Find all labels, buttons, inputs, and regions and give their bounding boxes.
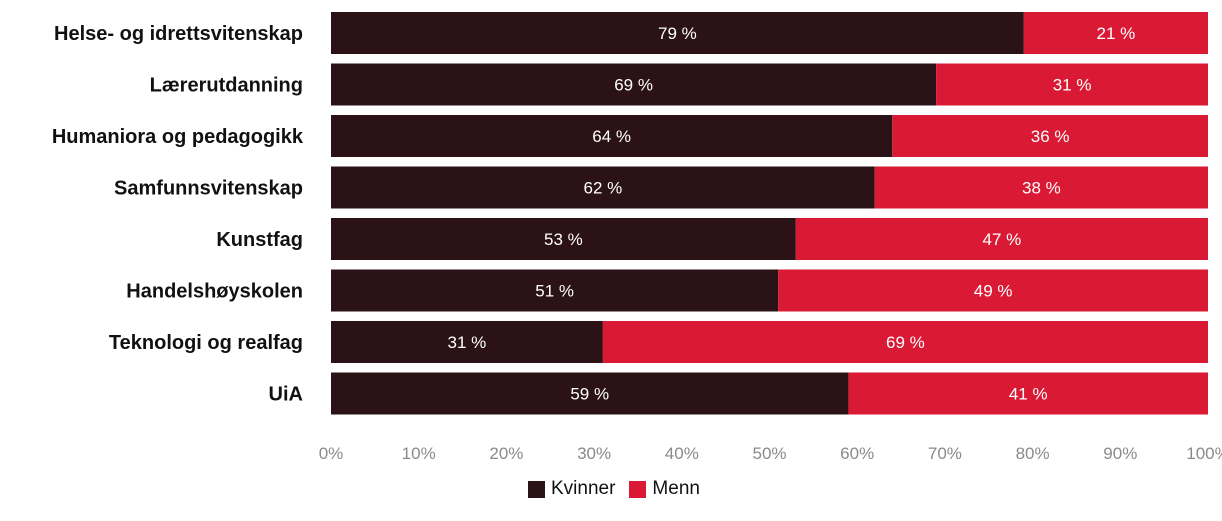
data-label-menn-handelshoyskolen: 49 %	[974, 282, 1013, 301]
legend: Kvinner Menn	[528, 478, 714, 500]
data-label-menn-kunstfag: 47 %	[983, 230, 1022, 249]
category-label-helse-og-idrettsvitenskap: Helse- og idrettsvitenskap	[54, 23, 303, 45]
x-tick-0: 0%	[319, 444, 344, 463]
x-tick-1: 10%	[402, 444, 436, 463]
category-label-uia: UiA	[269, 384, 303, 406]
data-label-kvinner-handelshoyskolen: 51 %	[535, 282, 574, 301]
data-label-menn-laererutdanning: 31 %	[1053, 76, 1092, 95]
data-label-kvinner-humaniora-og-pedagogikk: 64 %	[592, 127, 631, 146]
legend-item-kvinner: Kvinner	[528, 478, 615, 500]
data-label-menn-humaniora-og-pedagogikk: 36 %	[1031, 127, 1070, 146]
x-tick-10: 100%	[1186, 444, 1222, 463]
x-tick-9: 90%	[1103, 444, 1137, 463]
x-tick-4: 40%	[665, 444, 699, 463]
data-label-kvinner-laererutdanning: 69 %	[614, 76, 653, 95]
category-label-kunstfag: Kunstfag	[216, 229, 303, 251]
category-label-laererutdanning: Lærerutdanning	[150, 75, 303, 97]
x-tick-2: 20%	[489, 444, 523, 463]
x-tick-6: 60%	[840, 444, 874, 463]
data-label-kvinner-samfunnsvitenskap: 62 %	[583, 179, 622, 198]
data-label-kvinner-teknologi-og-realfag: 31 %	[448, 333, 487, 352]
category-label-handelshoyskolen: Handelshøyskolen	[126, 281, 303, 303]
category-label-samfunnsvitenskap: Samfunnsvitenskap	[114, 178, 303, 200]
data-label-menn-uia: 41 %	[1009, 385, 1048, 404]
data-label-menn-samfunnsvitenskap: 38 %	[1022, 179, 1061, 198]
data-label-kvinner-helse-og-idrettsvitenskap: 79 %	[658, 24, 697, 43]
data-label-kvinner-kunstfag: 53 %	[544, 230, 583, 249]
legend-item-menn: Menn	[629, 478, 700, 500]
stacked-bar-chart: Helse- og idrettsvitenskap 79 % 21 % Læreru…	[0, 0, 1222, 470]
data-label-kvinner-uia: 59 %	[570, 385, 609, 404]
x-tick-3: 30%	[577, 444, 611, 463]
legend-swatch-kvinner	[528, 481, 545, 498]
category-label-teknologi-og-realfag: Teknologi og realfag	[109, 332, 303, 354]
x-tick-7: 70%	[928, 444, 962, 463]
category-label-humaniora-og-pedagogikk: Humaniora og pedagogikk	[52, 126, 304, 148]
x-tick-5: 50%	[752, 444, 786, 463]
data-label-menn-helse-og-idrettsvitenskap: 21 %	[1097, 24, 1136, 43]
legend-label-menn: Menn	[652, 478, 700, 500]
data-label-menn-teknologi-og-realfag: 69 %	[886, 333, 925, 352]
x-tick-8: 80%	[1016, 444, 1050, 463]
legend-swatch-menn	[629, 481, 646, 498]
legend-label-kvinner: Kvinner	[551, 478, 615, 500]
